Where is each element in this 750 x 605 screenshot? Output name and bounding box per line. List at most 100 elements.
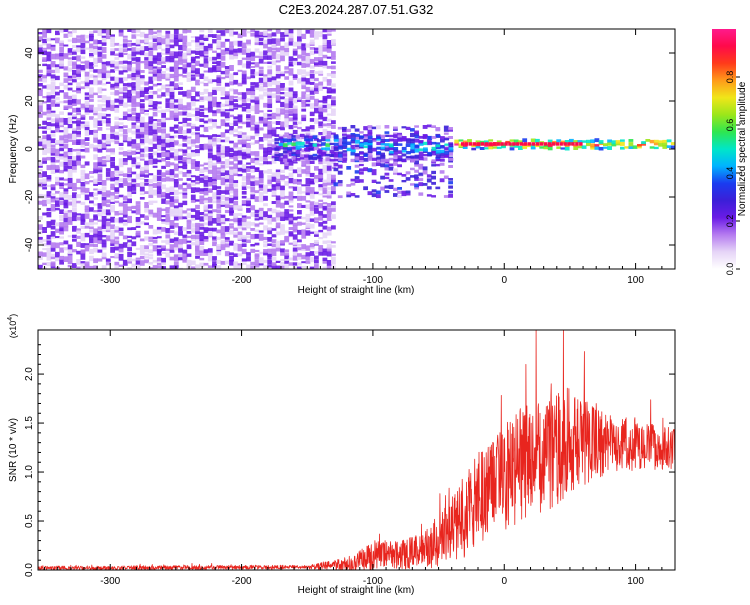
- spectrogram-cell: [139, 61, 145, 64]
- spectrogram-cell: [46, 198, 52, 205]
- spectrogram-cell: [105, 204, 111, 208]
- spectrogram-cell: [254, 140, 260, 144]
- spectrogram-cell: [190, 123, 196, 126]
- spectrogram-cell: [203, 58, 209, 64]
- spectrogram-cell: [135, 47, 141, 52]
- spectrogram-cell: [233, 96, 239, 99]
- spectrogram-cell: [280, 125, 285, 131]
- spectrogram-cell: [114, 76, 120, 83]
- spectrogram-cell: [397, 137, 403, 142]
- spectrogram-cell: [418, 154, 424, 158]
- spectrogram-cell: [178, 186, 183, 190]
- spectrogram-cell: [280, 259, 285, 262]
- spectrogram-cell: [237, 139, 243, 145]
- spectrogram-cell: [50, 101, 56, 107]
- spectrogram-cell: [55, 197, 60, 200]
- spectrogram-cell: [182, 58, 188, 64]
- spectrogram-cell: [46, 70, 52, 77]
- spectrogram-cell: [224, 177, 230, 183]
- spectrogram-cell: [178, 247, 183, 253]
- spectrogram-cell: [127, 239, 132, 243]
- spectrogram-cell: [144, 87, 149, 93]
- spectrogram-cell: [346, 136, 352, 139]
- spectrogram-cell: [42, 158, 47, 164]
- spectrogram-cell: [397, 190, 402, 194]
- spectrogram-cell: [354, 146, 360, 150]
- spectrogram-cell: [50, 144, 56, 147]
- spectrogram-cell: [331, 260, 336, 265]
- spectrogram-cell: [55, 91, 60, 96]
- spectrogram-cell: [67, 244, 73, 250]
- spectrogram-cell: [135, 209, 141, 215]
- spectrogram-cell: [359, 141, 364, 145]
- spectrogram-cell: [131, 88, 137, 94]
- spectrogram-cell: [325, 143, 331, 147]
- spectrogram-cell: [105, 258, 111, 262]
- spectrogram-cell: [139, 250, 145, 255]
- spectrogram-cell: [63, 161, 69, 166]
- spectrogram-cell: [322, 54, 328, 59]
- spectrogram-cell: [59, 82, 64, 86]
- spectrogram-cell: [435, 144, 441, 148]
- spectrogram-cell: [199, 134, 205, 138]
- spectrogram-cell: [152, 189, 158, 196]
- spectrogram-cell: [63, 78, 69, 83]
- spectrogram-cell: [331, 182, 336, 186]
- spectrogram-cell: [220, 190, 226, 194]
- spectrogram-cell: [288, 68, 294, 74]
- spectrogram-cell: [156, 76, 162, 82]
- spectrogram-cell: [346, 134, 352, 138]
- spectrogram-cell: [275, 197, 281, 204]
- spectrogram-cell: [326, 130, 332, 134]
- spectrogram-peak-cell: [496, 142, 500, 146]
- spectrogram-cell: [118, 129, 124, 132]
- spectrogram-cell: [122, 111, 128, 115]
- spectrogram-cell: [284, 87, 290, 91]
- spectrogram-cell: [435, 149, 441, 154]
- spectrogram-cell: [444, 150, 450, 155]
- spectrogram-cell: [203, 227, 209, 232]
- spectrogram-cell: [224, 218, 230, 222]
- spectrogram-cell: [220, 247, 226, 251]
- spectrogram-cell: [50, 184, 56, 188]
- spectrogram-cell: [263, 190, 268, 194]
- spectrogram-cell: [254, 55, 260, 58]
- spectrogram-cell: [350, 134, 356, 138]
- spectrogram-cell: [190, 56, 196, 62]
- spectrogram-cell: [72, 29, 77, 34]
- spectrogram-cell: [207, 118, 213, 122]
- spectrogram-cell: [84, 130, 90, 134]
- spectrogram-cell: [301, 75, 307, 78]
- spectrogram-cell: [152, 69, 158, 74]
- spectrogram-cell: [284, 175, 290, 179]
- spectrogram-cell: [55, 30, 60, 36]
- spectrogram-cell: [186, 77, 192, 82]
- spectrogram-cell: [207, 215, 213, 222]
- spectrogram-cell: [275, 113, 281, 117]
- spectrogram-cell: [114, 176, 120, 181]
- spectrogram-cell: [220, 49, 226, 56]
- spectrogram-cell: [267, 227, 273, 231]
- spectrogram-cell: [165, 187, 171, 193]
- spectrogram-cell: [139, 111, 145, 114]
- spectrogram-cell: [173, 222, 179, 228]
- spectrogram-cell: [101, 29, 107, 34]
- spectrogram-cell: [326, 187, 332, 190]
- spectrogram-cell: [250, 212, 256, 217]
- spectrogram-cell: [224, 165, 230, 169]
- spectrogram-cell: [380, 186, 385, 191]
- spectrogram-cell: [581, 145, 587, 149]
- spectrogram-cell: [350, 178, 356, 182]
- spectrogram-cell: [288, 209, 294, 212]
- spectrogram-cell: [118, 52, 124, 57]
- spectrogram-cell: [295, 134, 301, 139]
- spectrogram-cell: [84, 232, 90, 238]
- spectrogram-cell: [216, 156, 222, 162]
- spectrogram-cell: [250, 205, 256, 211]
- spectrogram-cell: [250, 82, 256, 86]
- spectrogram-cell: [169, 244, 175, 250]
- spectrogram-cell: [297, 189, 302, 195]
- spectrogram-cell: [50, 231, 56, 237]
- spectrogram-cell: [195, 36, 200, 43]
- spectrogram-cell: [139, 170, 145, 175]
